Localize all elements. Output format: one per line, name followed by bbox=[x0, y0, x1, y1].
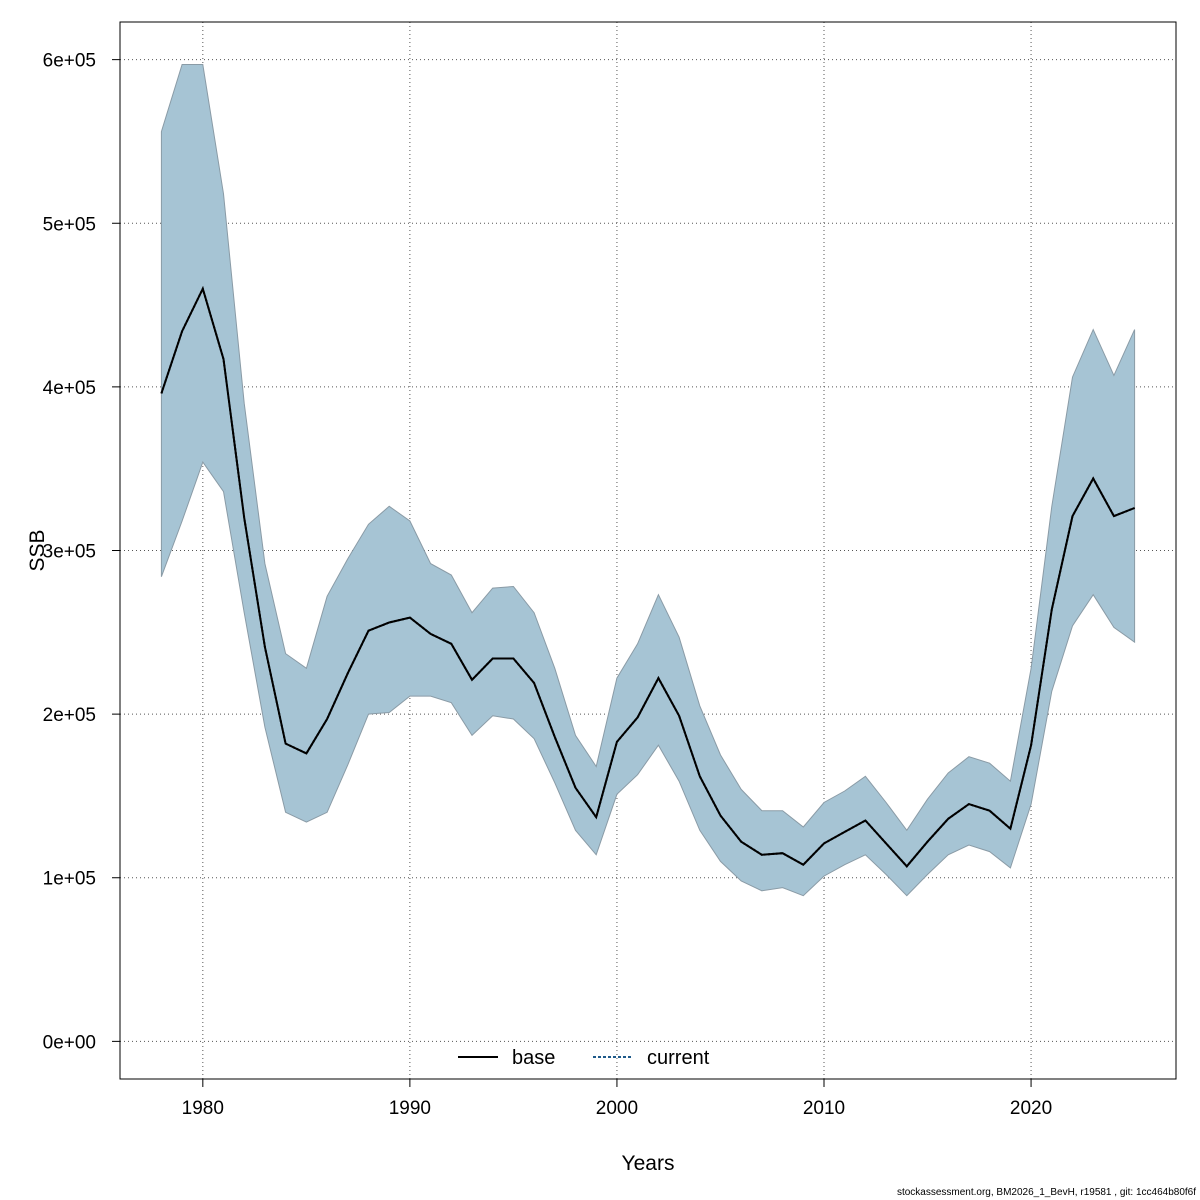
y-tick-label: 5e+05 bbox=[43, 214, 96, 235]
x-tick-label: 2020 bbox=[1010, 1098, 1052, 1119]
legend-label-current: current bbox=[647, 1047, 710, 1069]
y-tick-label: 3e+05 bbox=[43, 542, 96, 563]
y-axis: 0e+00 1e+05 2e+05 3e+05 4e+05 5e+05 6e+05 bbox=[43, 51, 121, 1053]
confidence-band bbox=[160, 64, 1136, 897]
y-tick-label: 0e+00 bbox=[43, 1032, 96, 1053]
grid-lines bbox=[120, 22, 1176, 1079]
y-tick-label: 4e+05 bbox=[43, 378, 96, 399]
legend-label-base: base bbox=[512, 1047, 555, 1069]
series-lines bbox=[160, 285, 1135, 868]
y-axis-label: SSB bbox=[26, 529, 49, 571]
y-tick-label: 1e+05 bbox=[43, 869, 96, 890]
footer-note: stockassessment.org, BM2026_1_BevH, r195… bbox=[896, 1187, 1196, 1198]
x-tick-label: 1990 bbox=[389, 1098, 431, 1119]
x-tick-label: 1980 bbox=[182, 1098, 224, 1119]
x-tick-label: 2000 bbox=[596, 1098, 638, 1119]
x-axis-label: Years bbox=[622, 1152, 675, 1175]
series-line-current bbox=[160, 285, 1135, 868]
y-tick-label: 2e+05 bbox=[43, 705, 96, 726]
ssb-confidence-band bbox=[160, 64, 1136, 897]
y-tick-label: 6e+05 bbox=[43, 51, 96, 72]
legend: base current bbox=[458, 1047, 710, 1069]
x-axis: 1980 1990 2000 2010 2020 bbox=[182, 1078, 1052, 1119]
x-tick-label: 2010 bbox=[803, 1098, 845, 1119]
